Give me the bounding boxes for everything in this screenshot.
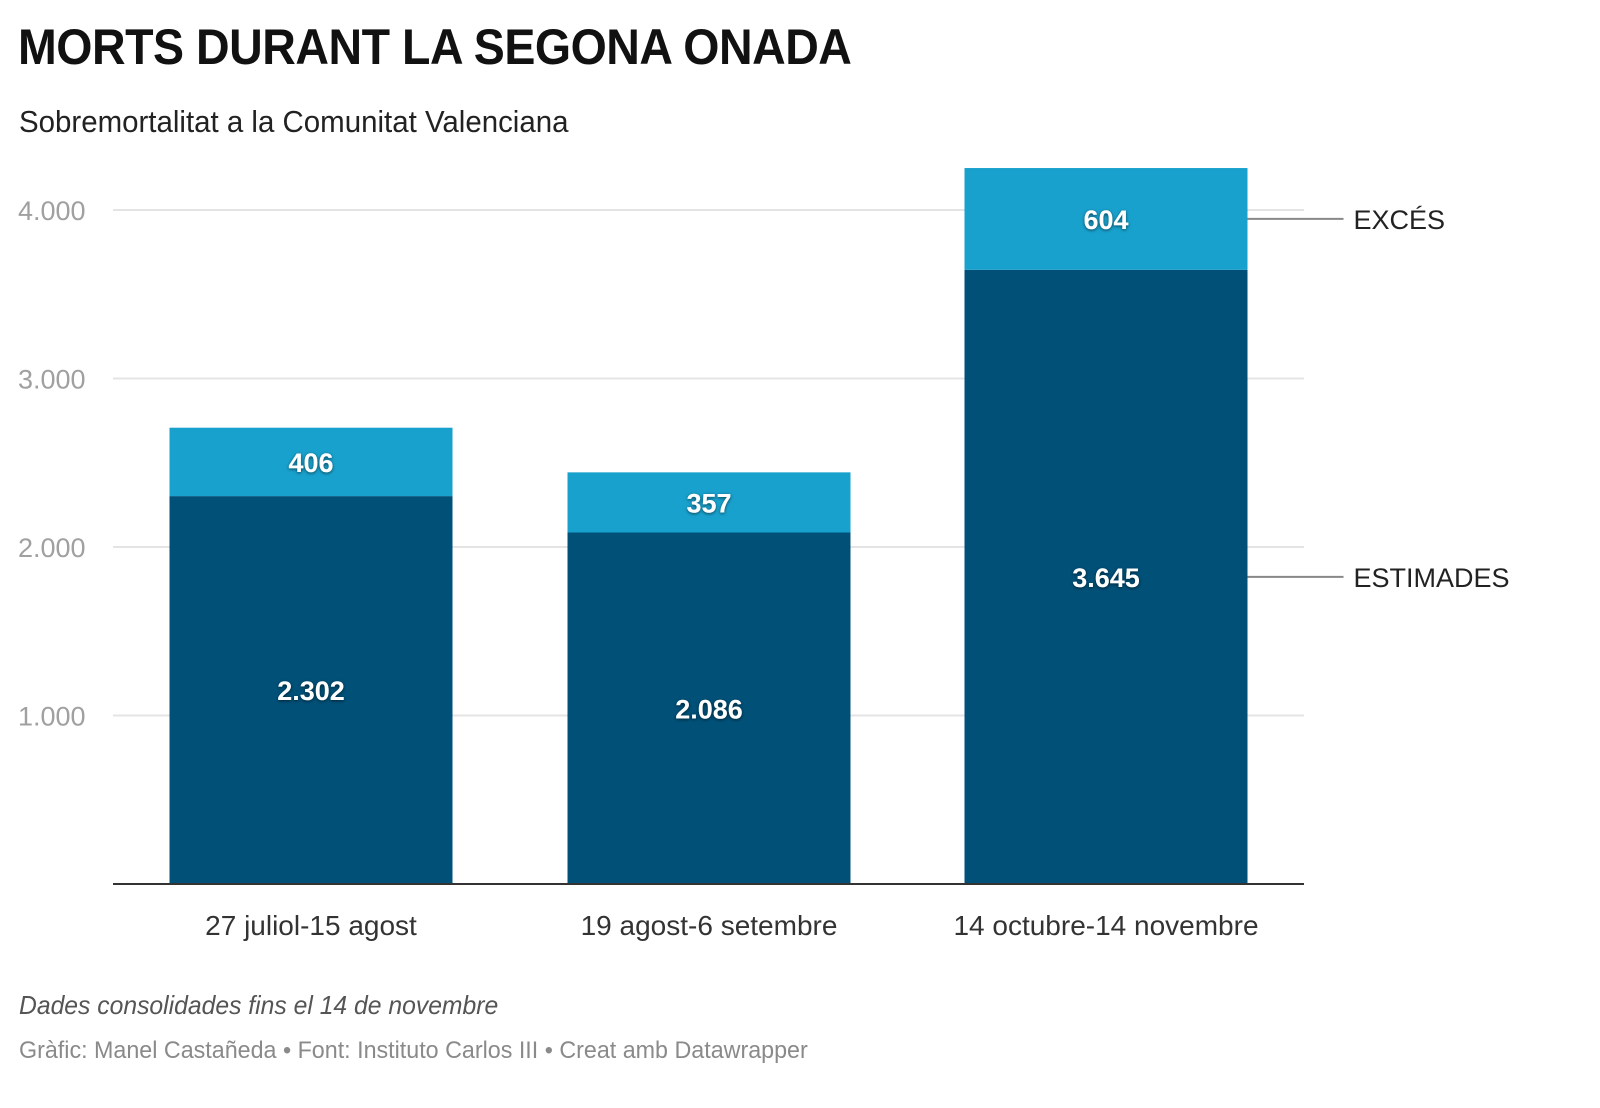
y-tick-label: 3.000 <box>18 365 86 395</box>
bar-exces <box>169 427 453 497</box>
bar-estimades <box>169 496 453 884</box>
bar-exces <box>964 168 1248 270</box>
chart-subtitle: Sobremortalitat a la Comunitat Valencian… <box>19 104 569 139</box>
chart-byline: Gràfic: Manel Castañeda • Font: Institut… <box>19 1037 808 1064</box>
value-label-exces: 406 <box>288 448 333 478</box>
value-label-estimades: 3.645 <box>1072 563 1140 593</box>
legend-label-exces: EXCÉS <box>1354 205 1446 235</box>
value-label-exces: 604 <box>1083 205 1128 235</box>
bar-exces <box>567 472 851 533</box>
bar-estimades <box>964 269 1248 884</box>
bar-estimades <box>567 532 851 884</box>
x-category-label: 19 agost-6 setembre <box>581 910 838 941</box>
value-labels: 2.302 406 2.086 357 3.645 604 <box>277 205 1140 724</box>
y-tick-label: 1.000 <box>18 702 86 732</box>
bars <box>169 168 1248 884</box>
value-label-exces: 357 <box>686 488 731 518</box>
chart-notes: Dades consolidades fins el 14 de novembr… <box>19 990 499 1020</box>
value-label-estimades: 2.086 <box>675 694 743 724</box>
x-axis: 27 juliol-15 agost 19 agost-6 setembre 14 … <box>113 883 1304 941</box>
legend: ESTIMADES EXCÉS <box>1247 205 1510 593</box>
y-tick-label: 4.000 <box>18 196 86 226</box>
x-category-label: 14 octubre-14 novembre <box>953 910 1258 941</box>
legend-label-estimades: ESTIMADES <box>1354 563 1510 593</box>
x-category-label: 27 juliol-15 agost <box>205 910 417 941</box>
y-tick-label: 2.000 <box>18 533 86 563</box>
chart-title: MORTS DURANT LA SEGONA ONADA <box>18 19 852 75</box>
value-label-estimades: 2.302 <box>277 676 345 706</box>
